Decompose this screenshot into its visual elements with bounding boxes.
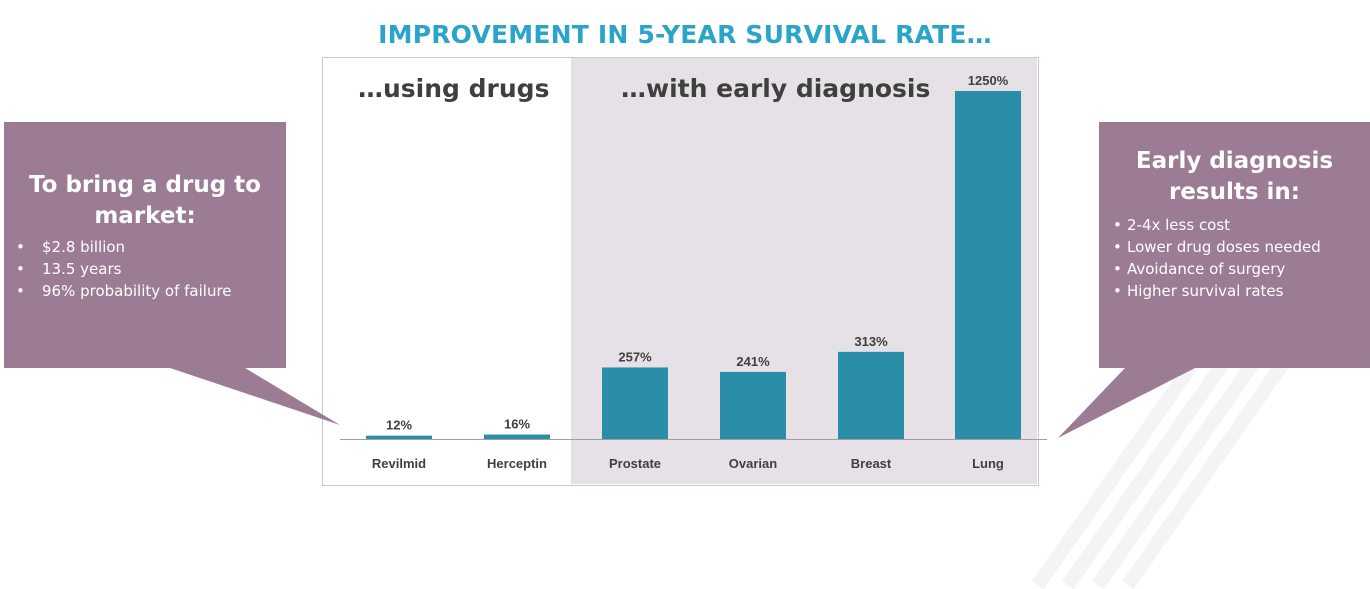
data-label: 241% [736,354,770,369]
list-item: • 13.5 years [16,258,286,280]
category-label: Ovarian [729,456,777,471]
bar-ovarian [720,371,786,439]
bullet-icon: • [1113,216,1122,234]
chart-title: IMPROVEMENT IN 5-YEAR SURVIVAL RATE… [378,20,992,49]
list-item-text: Lower drug doses needed [1127,238,1321,256]
chart-baseline [340,439,1047,440]
bar-breast [838,351,904,439]
right-callout: Early diagnosis results in: • 2-4x less c… [1099,122,1370,368]
bullet-icon: • [1113,260,1122,278]
bar-herceptin [484,434,550,439]
category-label: Herceptin [487,456,547,471]
list-item: • Higher survival rates [1113,280,1370,302]
list-item-text: 2-4x less cost [1127,216,1231,234]
bullet-icon: • [1113,238,1122,256]
left-callout-title: To bring a drug to market: [29,172,261,229]
left-callout-list: • $2.8 billion • 13.5 years • 96% probabili… [16,236,286,302]
bar-lung [955,91,1021,439]
section-label-drugs: …using drugs [358,74,550,103]
category-label: Prostate [609,456,661,471]
list-item-text: Avoidance of surgery [1127,260,1286,278]
data-label: 1250% [968,73,1009,88]
list-item-text: 13.5 years [42,260,122,278]
bar-prostate [602,367,668,439]
bullet-icon: • [16,282,25,300]
bullet-icon: • [16,260,25,278]
category-label: Breast [851,456,892,471]
list-item-text: 96% probability of failure [42,282,232,300]
category-label: Revilmid [372,456,426,471]
right-callout-title: Early diagnosis results in: [1135,148,1334,205]
callout-pointers [170,368,1195,438]
list-item: • Avoidance of surgery [1113,258,1370,280]
list-item: • 2-4x less cost [1113,214,1370,236]
left-callout: To bring a drug to market: • $2.8 billion… [4,122,286,368]
data-label: 12% [386,418,412,433]
data-label: 16% [504,417,530,432]
list-item-text: Higher survival rates [1127,282,1284,300]
list-item: • $2.8 billion [16,236,286,258]
bar-revilmid [366,435,432,439]
data-label: 313% [854,334,888,349]
bar-chart: 12% Revilmid 16% Herceptin 257% Prostate 241% O… [366,73,1021,471]
right-callout-pointer [1058,368,1195,438]
list-item-text: $2.8 billion [42,238,126,256]
list-item: • 96% probability of failure [16,280,286,302]
category-label: Lung [972,456,1004,471]
list-item: • Lower drug doses needed [1113,236,1370,258]
section-label-diagnosis: …with early diagnosis [621,74,931,103]
bullet-icon: • [1113,282,1122,300]
right-callout-list: • 2-4x less cost • Lower drug doses needed… [1113,214,1370,302]
left-callout-pointer [170,368,340,425]
data-label: 257% [618,349,652,364]
bullet-icon: • [16,238,25,256]
